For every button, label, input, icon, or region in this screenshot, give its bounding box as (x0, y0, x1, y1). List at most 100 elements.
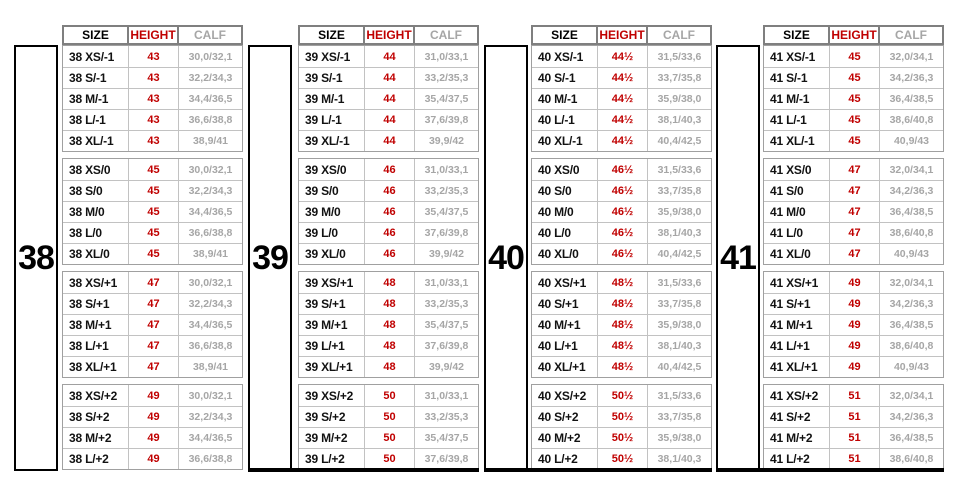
size-cell: 38 S/-1 (63, 68, 129, 88)
table-row: 40 M/0 46½ 35,9/38,0 (532, 201, 711, 222)
height-cell: 50½ (598, 407, 648, 427)
calf-cell: 38,1/40,3 (657, 453, 702, 465)
height-cell: 44 (365, 131, 415, 151)
size-cell: 41 XS/+1 (764, 272, 830, 293)
size-cell: 39 S/+2 (299, 407, 365, 427)
size-block: 40 XS/-1 44½ 31,5/33,6 40 S/-1 44½ 33,7/35,8 4… (531, 45, 712, 152)
table-row: 41 M/-1 45 36,4/38,5 (764, 88, 943, 109)
size-cell: 39 M/+1 (299, 315, 365, 335)
height-cell: 43 (129, 46, 179, 67)
size-cell: 41 S/-1 (764, 68, 830, 88)
size-cell: 40 XS/+2 (532, 385, 598, 406)
size-cell: 41 XS/0 (764, 159, 830, 180)
height-cell: 45 (129, 223, 179, 243)
size-block: 41 XS/0 47 32,0/34,1 41 S/0 47 34,2/36,3 41 M/… (763, 158, 944, 265)
table-row: 38 M/0 45 34,4/36,5 (63, 201, 242, 222)
size-cell: 38 S/+2 (63, 407, 129, 427)
height-cell: 44½ (598, 110, 648, 130)
header-cell-calf: CALF (663, 28, 695, 42)
table-row: 41 L/0 47 38,6/40,8 (764, 222, 943, 243)
calf-cell: 30,0/32,1 (188, 276, 233, 289)
height-cell: 45 (129, 181, 179, 201)
table-row: 39 XL/+1 48 39,9/42 (299, 356, 478, 377)
table-header: SIZE HEIGHT CALF (531, 25, 712, 45)
height-cell: 47 (830, 223, 880, 243)
calf-cell: 31,0/33,1 (424, 389, 469, 402)
height-cell: 46½ (598, 181, 648, 201)
height-cell: 43 (129, 131, 179, 151)
calf-cell: 38,6/40,8 (889, 340, 934, 352)
size-cell: 39 S/-1 (299, 68, 365, 88)
height-cell: 46½ (598, 159, 648, 180)
calf-cell: 39,9/42 (428, 361, 465, 373)
table-row: 39 XL/-1 44 39,9/42 (299, 130, 478, 151)
height-cell: 48½ (598, 272, 648, 293)
table-header: SIZE HEIGHT CALF (763, 25, 944, 45)
table-row: 41 L/-1 45 38,6/40,8 (764, 109, 943, 130)
table-row: 39 S/+1 48 33,2/35,3 (299, 293, 478, 314)
size-cell: 38 L/0 (63, 223, 129, 243)
calf-cell: 34,4/36,5 (188, 206, 233, 218)
size-cell: 38 XL/-1 (63, 131, 129, 151)
height-cell: 51 (830, 428, 880, 448)
table-row: 38 XL/-1 43 38,9/41 (63, 130, 242, 151)
table-row: 41 XL/+1 49 40,9/43 (764, 356, 943, 377)
height-cell: 45 (129, 159, 179, 180)
size-cell: 38 XL/0 (63, 244, 129, 264)
size-cell: 40 XL/-1 (532, 131, 598, 151)
size-block: 41 XS/+1 49 32,0/34,1 41 S/+1 49 34,2/36,3 41 … (763, 271, 944, 378)
size-cell: 41 XL/0 (764, 244, 830, 264)
height-cell: 46½ (598, 223, 648, 243)
height-cell: 45 (129, 202, 179, 222)
calf-cell: 35,9/38,0 (657, 93, 702, 105)
calf-cell: 39,9/42 (428, 135, 465, 147)
size-block: 38 XS/+2 49 30,0/32,1 38 S/+2 49 32,2/34,3 38 … (62, 384, 243, 470)
table-header: SIZE HEIGHT CALF (298, 25, 479, 45)
size-cell: 41 M/+2 (764, 428, 830, 448)
size-cell: 41 L/+1 (764, 336, 830, 356)
height-cell: 45 (830, 110, 880, 130)
calf-cell: 33,7/35,8 (657, 72, 702, 84)
height-cell: 46 (365, 244, 415, 264)
size-cell: 38 XS/+1 (63, 272, 129, 293)
table-row: 38 L/-1 43 36,6/38,8 (63, 109, 242, 130)
calf-cell: 37,6/39,8 (424, 340, 469, 352)
table-row: 40 L/+2 50½ 38,1/40,3 (532, 448, 711, 469)
size-cell: 38 M/-1 (63, 89, 129, 109)
calf-cell: 31,0/33,1 (424, 50, 469, 63)
size-cell: 40 XS/-1 (532, 46, 598, 67)
height-cell: 50 (365, 407, 415, 427)
table-row: 41 S/-1 45 34,2/36,3 (764, 67, 943, 88)
size-block: 38 XS/0 45 30,0/32,1 38 S/0 45 32,2/34,3 38 M/… (62, 158, 243, 265)
height-cell: 43 (129, 89, 179, 109)
calf-cell: 35,4/37,5 (424, 93, 469, 105)
group-label: 38 (18, 238, 55, 277)
table-row: 40 M/+1 48½ 35,9/38,0 (532, 314, 711, 335)
calf-cell: 31,5/33,6 (657, 276, 702, 289)
header-cell-height: HEIGHT (365, 27, 415, 43)
size-block: 39 XS/-1 44 31,0/33,1 39 S/-1 44 33,2/35,3 39 … (298, 45, 479, 152)
height-cell: 44 (365, 68, 415, 88)
table-row: 39 M/+1 48 35,4/37,5 (299, 314, 478, 335)
size-block: 39 XS/+2 50 31,0/33,1 39 S/+2 50 33,2/35,3 39 … (298, 384, 479, 470)
calf-cell: 34,4/36,5 (188, 93, 233, 105)
calf-cell: 31,5/33,6 (657, 163, 702, 176)
table-row: 41 M/0 47 36,4/38,5 (764, 201, 943, 222)
calf-cell: 37,6/39,8 (424, 227, 469, 239)
calf-cell: 33,2/35,3 (424, 298, 469, 310)
height-cell: 46½ (598, 244, 648, 264)
height-cell: 48 (365, 294, 415, 314)
calf-cell: 37,6/39,8 (424, 114, 469, 126)
size-cell: 40 XS/+1 (532, 272, 598, 293)
height-cell: 49 (129, 449, 179, 469)
calf-cell: 33,7/35,8 (657, 411, 702, 423)
size-cell: 39 L/-1 (299, 110, 365, 130)
calf-cell: 38,9/41 (192, 361, 229, 373)
header-cell-calf: CALF (895, 28, 927, 42)
calf-cell: 35,4/37,5 (424, 319, 469, 331)
calf-cell: 36,6/38,8 (188, 114, 233, 126)
size-cell: 39 M/0 (299, 202, 365, 222)
calf-cell: 33,7/35,8 (657, 185, 702, 197)
size-block: 38 XS/+1 47 30,0/32,1 38 S/+1 47 32,2/34,3 38 … (62, 271, 243, 378)
height-cell: 49 (129, 407, 179, 427)
